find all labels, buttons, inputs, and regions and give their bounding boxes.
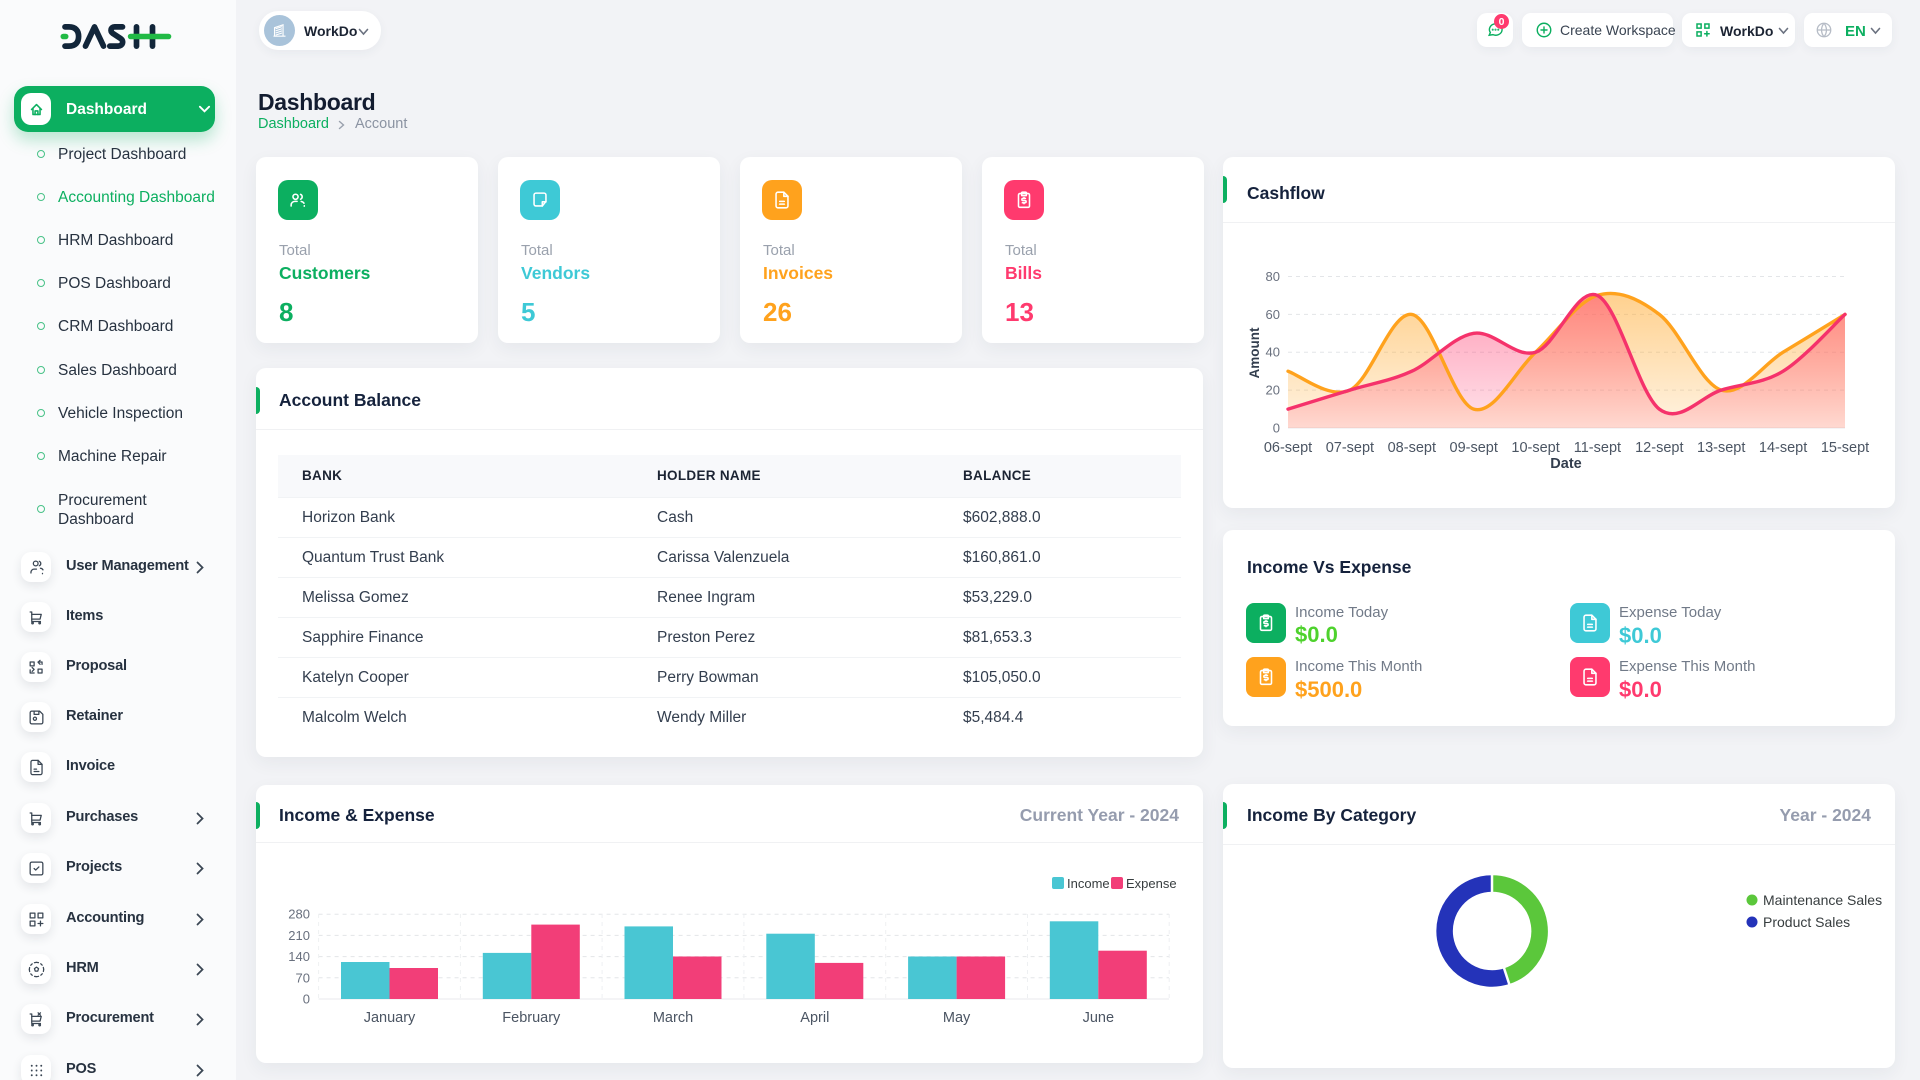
svg-text:15-sept: 15-sept [1821,440,1869,456]
svg-text:June: June [1083,1010,1114,1026]
svg-text:Amount: Amount [1247,327,1262,378]
svg-text:January: January [364,1010,416,1026]
svg-text:20: 20 [1266,383,1280,398]
svg-text:10-sept: 10-sept [1511,440,1559,456]
svg-text:May: May [943,1010,971,1026]
svg-text:40: 40 [1266,345,1280,360]
svg-text:Date: Date [1550,456,1581,472]
svg-text:February: February [502,1010,561,1026]
svg-text:280: 280 [288,907,310,922]
svg-text:80: 80 [1266,269,1280,284]
svg-text:08-sept: 08-sept [1388,440,1436,456]
svg-text:11-sept: 11-sept [1574,440,1621,456]
svg-text:09-sept: 09-sept [1450,440,1498,456]
svg-text:Maintenance Sales: Maintenance Sales [1763,892,1882,908]
svg-text:0: 0 [303,992,310,1007]
svg-text:April: April [800,1010,829,1026]
svg-text:70: 70 [296,970,310,985]
svg-text:0: 0 [1273,421,1280,436]
svg-text:Income: Income [1067,876,1110,891]
svg-text:Product Sales: Product Sales [1763,914,1850,930]
svg-text:07-sept: 07-sept [1326,440,1374,456]
svg-text:13-sept: 13-sept [1697,440,1745,456]
svg-text:March: March [653,1010,693,1026]
svg-text:12-sept: 12-sept [1635,440,1683,456]
svg-text:60: 60 [1266,307,1280,322]
svg-text:14-sept: 14-sept [1759,440,1807,456]
svg-text:06-sept: 06-sept [1264,440,1312,456]
svg-text:Expense: Expense [1126,876,1177,891]
svg-text:140: 140 [288,949,310,964]
svg-text:210: 210 [288,928,310,943]
